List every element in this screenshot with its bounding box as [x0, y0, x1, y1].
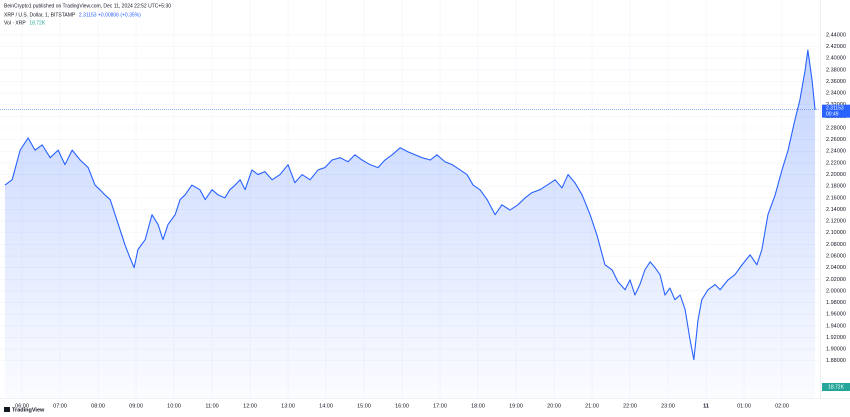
y-tick-label: 2.26000	[826, 137, 846, 143]
x-tick-label: 18:00	[471, 403, 485, 409]
x-tick-label: 01:00	[737, 403, 751, 409]
y-tick-label: 1.98000	[826, 300, 846, 306]
brand-logo: TradingView	[4, 407, 45, 413]
publisher: BeinCrypto1 published on TradingView.com…	[4, 3, 171, 9]
y-tick-label: 2.10000	[826, 230, 846, 236]
y-tick-label: 2.24000	[826, 149, 846, 155]
y-tick-label: 1.96000	[826, 312, 846, 318]
x-tick-label: 17:00	[433, 403, 447, 409]
price-line	[4, 49, 816, 361]
x-tick-label: 20:00	[547, 403, 561, 409]
countdown: 00:49	[826, 111, 839, 117]
x-tick-label: 22:00	[623, 403, 637, 409]
y-tick-label: 2.02000	[826, 277, 846, 283]
legend-quote: 2.31153 +0.00806 (+0.35%)	[79, 12, 141, 18]
y-tick-label: 2.20000	[826, 172, 846, 178]
volume-tag: 18.72K	[828, 384, 845, 390]
x-tick-label: 07:00	[53, 403, 67, 409]
x-tick-label: 13:00	[281, 403, 295, 409]
legend-symbol: XRP / U.S. Dollar, 1, BITSTAMP	[4, 12, 76, 18]
x-tick-label: 12:00	[243, 403, 257, 409]
x-tick-label: 14:00	[319, 403, 333, 409]
x-tick-label: 16:00	[395, 403, 409, 409]
y-tick-label: 1.94000	[826, 323, 846, 329]
y-tick-label: 1.88000	[826, 358, 846, 364]
x-tick-label: 23:00	[661, 403, 675, 409]
x-tick-label: 19:00	[509, 403, 523, 409]
y-tick-label: 2.14000	[826, 207, 846, 213]
y-tick-label: 2.22000	[826, 160, 846, 166]
area-fill	[4, 50, 816, 398]
last-price-tag: 2.31153	[826, 105, 844, 111]
volume-value: 18.72K	[29, 20, 46, 26]
x-tick-label: 06:00	[15, 403, 29, 409]
x-tick-label: 08:00	[91, 403, 105, 409]
y-tick-label: 2.44000	[826, 32, 846, 38]
y-tick-label: 1.92000	[826, 335, 846, 341]
plot	[0, 49, 820, 398]
y-tick-label: 2.34000	[826, 91, 846, 97]
x-tick-label: 09:00	[129, 403, 143, 409]
y-tick-label: 2.38000	[826, 67, 846, 73]
x-tick-label: 21:00	[585, 403, 599, 409]
last-price-tag-bg	[822, 104, 850, 118]
y-tick-label: 2.08000	[826, 242, 846, 248]
y-tick-label: 2.06000	[826, 253, 846, 259]
y-tick-label: 2.18000	[826, 184, 846, 190]
y-tick-label: 2.28000	[826, 125, 846, 131]
x-tick-label: 02:00	[775, 403, 789, 409]
volume-label: Vol · XRP	[4, 20, 26, 26]
y-tick-label: 2.12000	[826, 219, 846, 225]
axes: 1.88000 1.90000 1.92000 1.94000 1.96000 1.980…	[15, 32, 850, 409]
volume-tag-bg	[822, 383, 850, 391]
y-tick-label: 1.90000	[826, 347, 846, 353]
x-tick-label: 10:00	[167, 403, 181, 409]
y-tick-label: 2.16000	[826, 195, 846, 201]
y-tick-label: 2.36000	[826, 79, 846, 85]
y-tick-label: 2.04000	[826, 265, 846, 271]
y-tick-label: 2.00000	[826, 288, 846, 294]
x-tick-label: 11	[703, 403, 709, 409]
x-tick-label: 11:00	[205, 403, 218, 409]
brand: TradingView	[12, 407, 45, 413]
y-tick-label: 2.40000	[826, 56, 846, 62]
y-tick-label: 2.42000	[826, 44, 846, 50]
x-tick-label: 15:00	[357, 403, 371, 409]
